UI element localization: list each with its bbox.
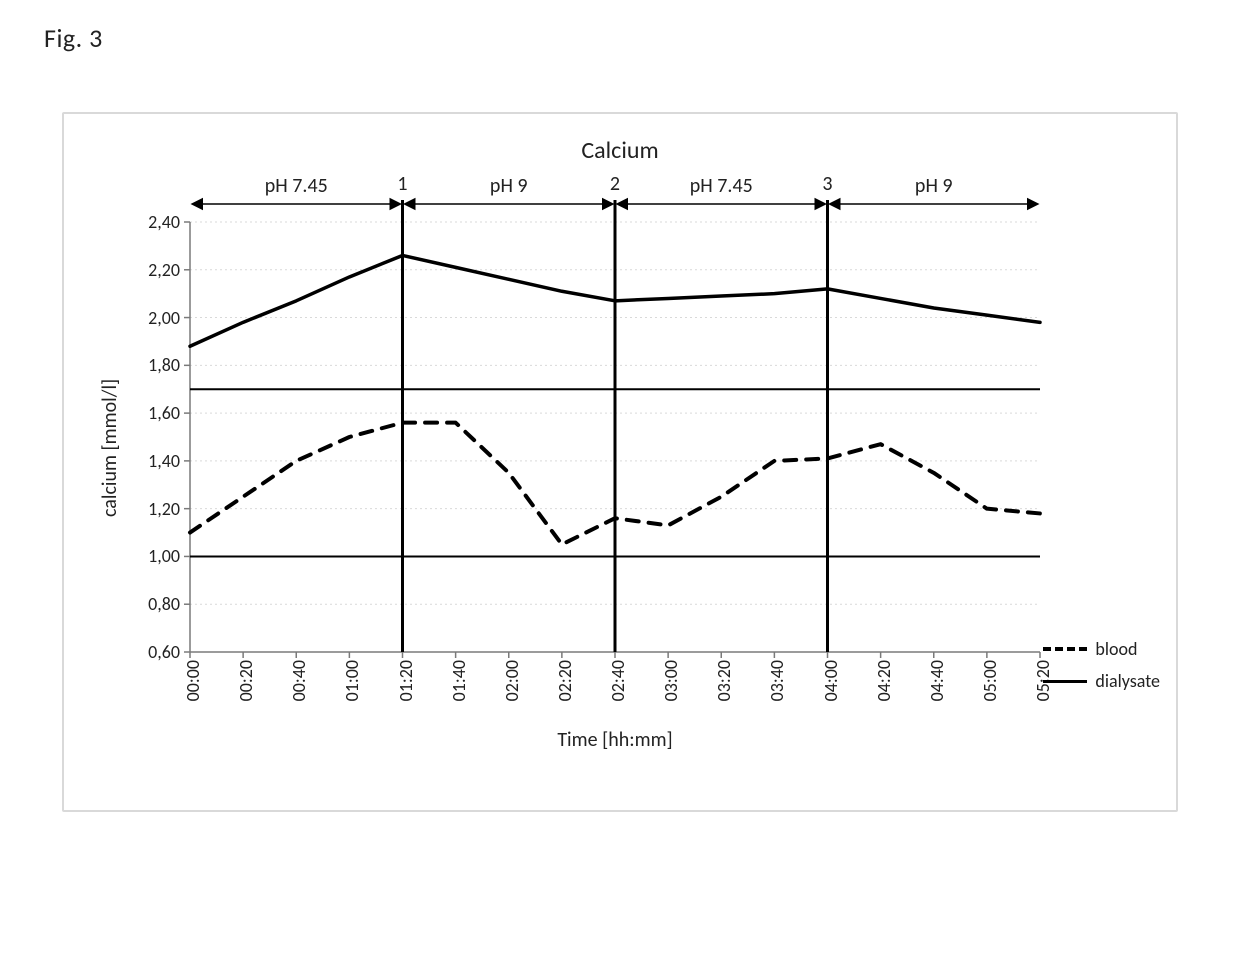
x-tick-label: 03:40 — [766, 660, 788, 701]
x-tick-label: 02:40 — [607, 660, 629, 701]
marker-label: 3 — [822, 172, 832, 196]
x-tick-label: 02:20 — [554, 660, 576, 701]
x-tick-label: 01:00 — [341, 660, 363, 701]
x-tick-label: 03:00 — [660, 660, 682, 701]
x-tick-label: 00:00 — [182, 660, 204, 701]
plot-area: 0,600,801,001,201,401,601,802,002,202,40… — [190, 222, 1040, 652]
y-tick-label: 1,60 — [148, 402, 180, 424]
legend-swatch — [1043, 680, 1087, 683]
legend-swatch — [1043, 647, 1087, 651]
x-tick-label: 01:20 — [395, 660, 417, 701]
legend-label: blood — [1095, 638, 1137, 660]
x-tick-label: 05:00 — [979, 660, 1001, 701]
region-label: pH 9 — [490, 174, 528, 198]
x-tick-label: 03:20 — [713, 660, 735, 701]
y-tick-label: 2,40 — [148, 211, 180, 233]
y-tick-label: 1,80 — [148, 354, 180, 376]
y-tick-label: 1,00 — [148, 545, 180, 567]
y-tick-label: 1,20 — [148, 498, 180, 520]
region-label: pH 9 — [915, 174, 953, 198]
marker-label: 1 — [397, 172, 407, 196]
x-tick-label: 04:00 — [820, 660, 842, 701]
legend: blood dialysate — [1043, 638, 1160, 692]
legend-label: dialysate — [1095, 670, 1160, 692]
chart-panel: Calcium 0,600,801,001,201,401,601,802,00… — [62, 112, 1178, 812]
y-tick-label: 1,40 — [148, 450, 180, 472]
x-tick-label: 04:20 — [873, 660, 895, 701]
x-tick-label: 00:40 — [288, 660, 310, 701]
y-axis-title: calcium [mmol/l] — [98, 379, 122, 517]
x-tick-label: 01:40 — [448, 660, 470, 701]
y-tick-label: 0,80 — [148, 593, 180, 615]
x-tick-label: 04:40 — [926, 660, 948, 701]
region-label: pH 7.45 — [265, 174, 328, 198]
y-tick-label: 2,00 — [148, 307, 180, 329]
x-axis-title: Time [hh:mm] — [190, 728, 1040, 752]
legend-item: dialysate — [1043, 670, 1160, 692]
figure-label: Fig. 3 — [44, 22, 103, 54]
chart-title: Calcium — [64, 136, 1176, 165]
y-tick-label: 0,60 — [148, 641, 180, 663]
legend-item: blood — [1043, 638, 1160, 660]
region-label: pH 7.45 — [690, 174, 753, 198]
page: Fig. 3 Calcium 0,600,801,001,201,401,601… — [0, 0, 1240, 956]
plot-svg — [190, 222, 1040, 652]
y-tick-label: 2,20 — [148, 259, 180, 281]
x-tick-label: 00:20 — [235, 660, 257, 701]
x-tick-label: 02:00 — [501, 660, 523, 701]
marker-label: 2 — [610, 172, 620, 196]
